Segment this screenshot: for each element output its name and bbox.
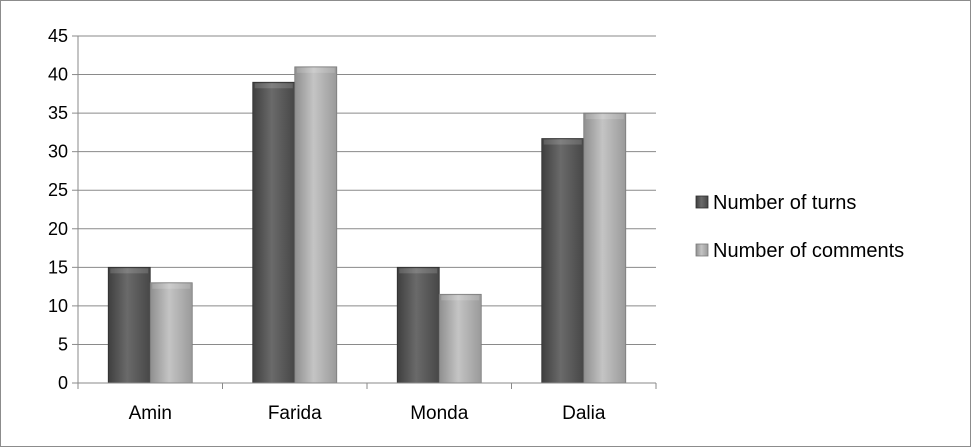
legend-swatch [695,195,709,209]
bar-highlight [543,139,582,145]
bar-highlight [152,283,191,289]
y-tick-label: 0 [58,373,68,393]
bar [583,112,627,384]
axes [72,35,657,389]
bar-highlight [110,268,149,274]
y-tick-label: 35 [48,103,68,123]
bar-highlight [399,268,438,274]
x-tick-label: Monda [410,403,469,424]
axis-labels: 0 5 10 15 20 25 30 35 40 45 Amin Farida Monda Dalia [48,26,606,424]
bar [396,266,440,384]
y-tick-label: 25 [48,180,68,200]
legend-label: Number of comments [713,240,904,262]
x-tick-label: Farida [268,403,322,424]
bars [107,66,627,384]
y-tick-label: 20 [48,219,68,239]
x-tick-label: Dalia [562,403,606,424]
bar-highlight [254,83,293,89]
bar-highlight [296,67,335,73]
bar [107,266,151,384]
bar [541,138,585,384]
y-tick-label: 5 [58,334,68,354]
bar [252,81,296,384]
legend-swatch [695,243,709,257]
x-tick-label: Amin [129,403,172,424]
bar [149,282,193,384]
y-tick-label: 15 [48,257,68,277]
bar-highlight [585,114,624,120]
y-tick-label: 45 [48,26,68,46]
y-tick-label: 40 [48,65,68,85]
bar [438,293,482,384]
legend: Number of turns Number of comments [695,192,904,262]
y-tick-label: 30 [48,142,68,162]
legend-label: Number of turns [713,192,856,214]
bar-highlight [441,295,480,301]
y-tick-label: 10 [48,296,68,316]
bar [294,66,338,384]
